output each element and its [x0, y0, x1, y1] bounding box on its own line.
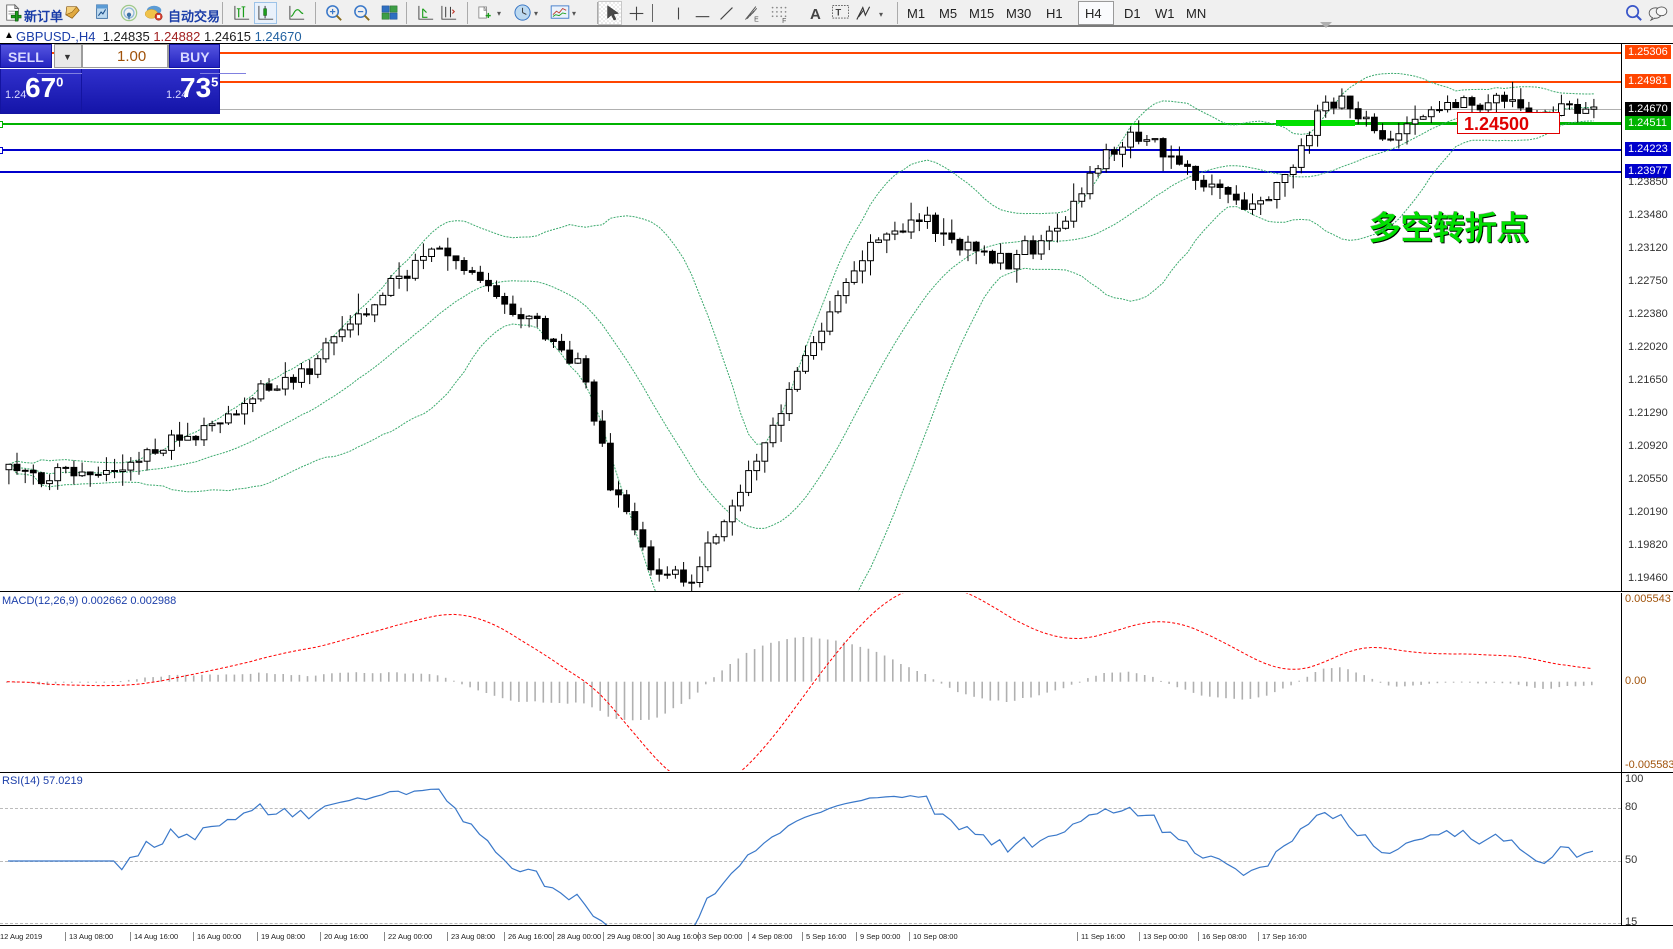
- svg-text:F: F: [782, 18, 786, 24]
- svg-text:E: E: [754, 16, 759, 23]
- svg-text:T: T: [835, 8, 841, 18]
